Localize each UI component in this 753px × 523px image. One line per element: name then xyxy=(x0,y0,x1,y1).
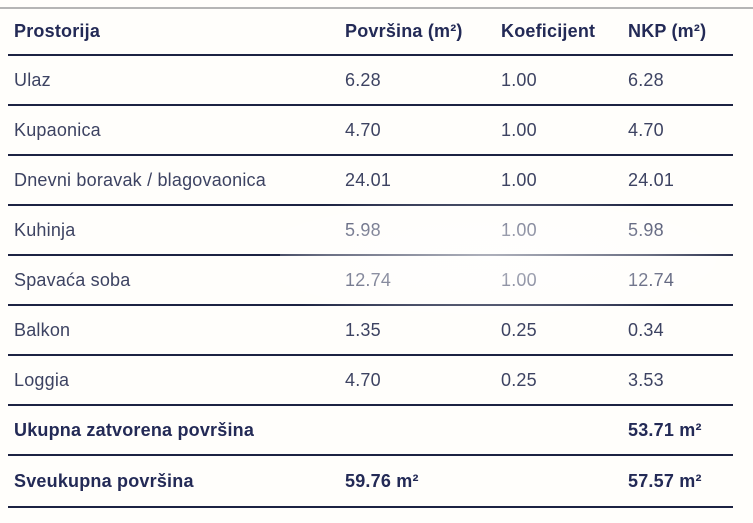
room-nkp: 12.74 xyxy=(628,269,675,290)
room-area-table: Prostorija Površina (m²) Koeficijent NKP… xyxy=(8,9,733,508)
room-area: 5.98 xyxy=(345,219,381,240)
table-row: Spavaća soba 12.74 1.00 12.74 xyxy=(8,256,733,306)
room-coefficient: 1.00 xyxy=(501,119,537,140)
table-row: Kupaonica 4.70 1.00 4.70 xyxy=(8,106,733,156)
room-coefficient: 1.00 xyxy=(501,269,537,290)
room-area: 6.28 xyxy=(345,69,381,90)
table-header-row: Prostorija Površina (m²) Koeficijent NKP… xyxy=(8,9,733,56)
column-header-prostorija: Prostorija xyxy=(14,21,101,41)
room-nkp: 4.70 xyxy=(628,119,664,140)
column-header-koeficijent: Koeficijent xyxy=(501,21,596,41)
total-nkp: 53.71 m² xyxy=(628,419,702,440)
table-row: Balkon 1.35 0.25 0.34 xyxy=(8,306,733,356)
top-divider xyxy=(0,7,753,9)
room-area: 4.70 xyxy=(345,119,381,140)
room-nkp: 3.53 xyxy=(628,369,664,390)
room-area: 24.01 xyxy=(345,169,392,190)
column-header-povrsina: Površina (m²) xyxy=(345,21,463,41)
total-label: Ukupna zatvorena površina xyxy=(14,419,255,440)
total-nkp: 57.57 m² xyxy=(628,470,702,491)
room-area: 12.74 xyxy=(345,269,392,290)
table-row: Ulaz 6.28 1.00 6.28 xyxy=(8,56,733,106)
room-name: Dnevni boravak / blagovaonica xyxy=(14,169,266,190)
room-name: Kuhinja xyxy=(14,219,76,240)
grand-total-area-row: Sveukupna površina 59.76 m² 57.57 m² xyxy=(8,456,733,508)
room-name: Loggia xyxy=(14,369,70,390)
total-label: Sveukupna površina xyxy=(14,470,194,491)
room-nkp: 6.28 xyxy=(628,69,664,90)
room-area: 1.35 xyxy=(345,319,381,340)
room-coefficient: 1.00 xyxy=(501,69,537,90)
room-nkp: 24.01 xyxy=(628,169,675,190)
room-nkp: 0.34 xyxy=(628,319,664,340)
room-coefficient: 1.00 xyxy=(501,219,537,240)
room-name: Balkon xyxy=(14,319,71,340)
room-area: 4.70 xyxy=(345,369,381,390)
room-coefficient: 0.25 xyxy=(501,369,537,390)
room-coefficient: 0.25 xyxy=(501,319,537,340)
total-enclosed-area-row: Ukupna zatvorena površina 53.71 m² xyxy=(8,406,733,456)
table-row: Dnevni boravak / blagovaonica 24.01 1.00… xyxy=(8,156,733,206)
room-name: Ulaz xyxy=(14,69,51,90)
total-area: 59.76 m² xyxy=(345,470,419,491)
room-coefficient: 1.00 xyxy=(501,169,537,190)
room-name: Spavaća soba xyxy=(14,269,131,290)
room-name: Kupaonica xyxy=(14,119,101,140)
room-nkp: 5.98 xyxy=(628,219,664,240)
table-row: Kuhinja 5.98 1.00 5.98 xyxy=(8,206,733,256)
table-row: Loggia 4.70 0.25 3.53 xyxy=(8,356,733,406)
column-header-nkp: NKP (m²) xyxy=(628,21,707,41)
